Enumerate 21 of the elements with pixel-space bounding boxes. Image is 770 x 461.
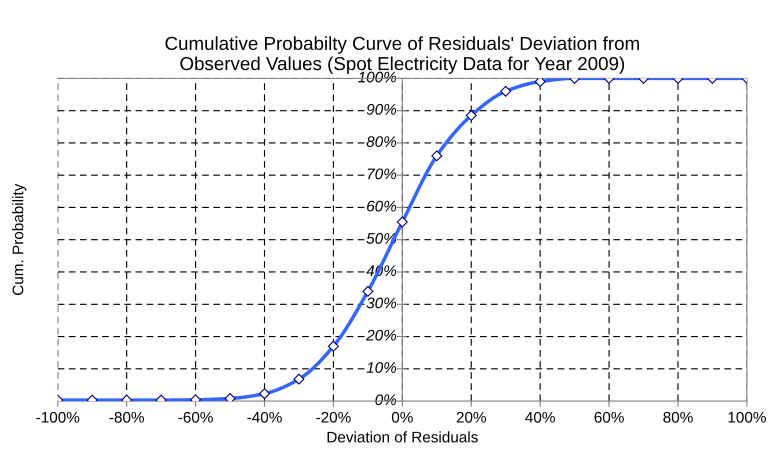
y-tick-label: 90% bbox=[366, 104, 396, 115]
y-tick-label: 10% bbox=[366, 362, 396, 373]
x-tick-label: -100% bbox=[36, 412, 80, 423]
y-tick-label: 80% bbox=[366, 136, 396, 148]
x-tick-label: -20% bbox=[316, 412, 351, 423]
x-axis-title: Deviation of Residuals bbox=[328, 431, 478, 443]
x-tick-label: 100% bbox=[728, 412, 766, 423]
y-tick-label: 70% bbox=[368, 168, 396, 180]
x-tick-label: -80% bbox=[110, 412, 144, 423]
x-tick-label: 80% bbox=[663, 412, 693, 423]
y-tick-label: 30% bbox=[366, 298, 396, 308]
y-tick-label: 20% bbox=[366, 330, 396, 341]
x-tick-label: 0% bbox=[392, 412, 413, 423]
y-tick-label: 60% bbox=[367, 200, 396, 212]
x-tick-label: 20% bbox=[456, 412, 486, 423]
x-tick-label: 40% bbox=[525, 412, 555, 423]
x-tick-label: -60% bbox=[178, 412, 213, 423]
x-tick-label: 60% bbox=[594, 412, 624, 423]
y-axis-title: Cum. Probability bbox=[12, 184, 26, 295]
x-tick-label: -40% bbox=[247, 412, 282, 423]
y-tick-label: 100% bbox=[358, 72, 396, 82]
